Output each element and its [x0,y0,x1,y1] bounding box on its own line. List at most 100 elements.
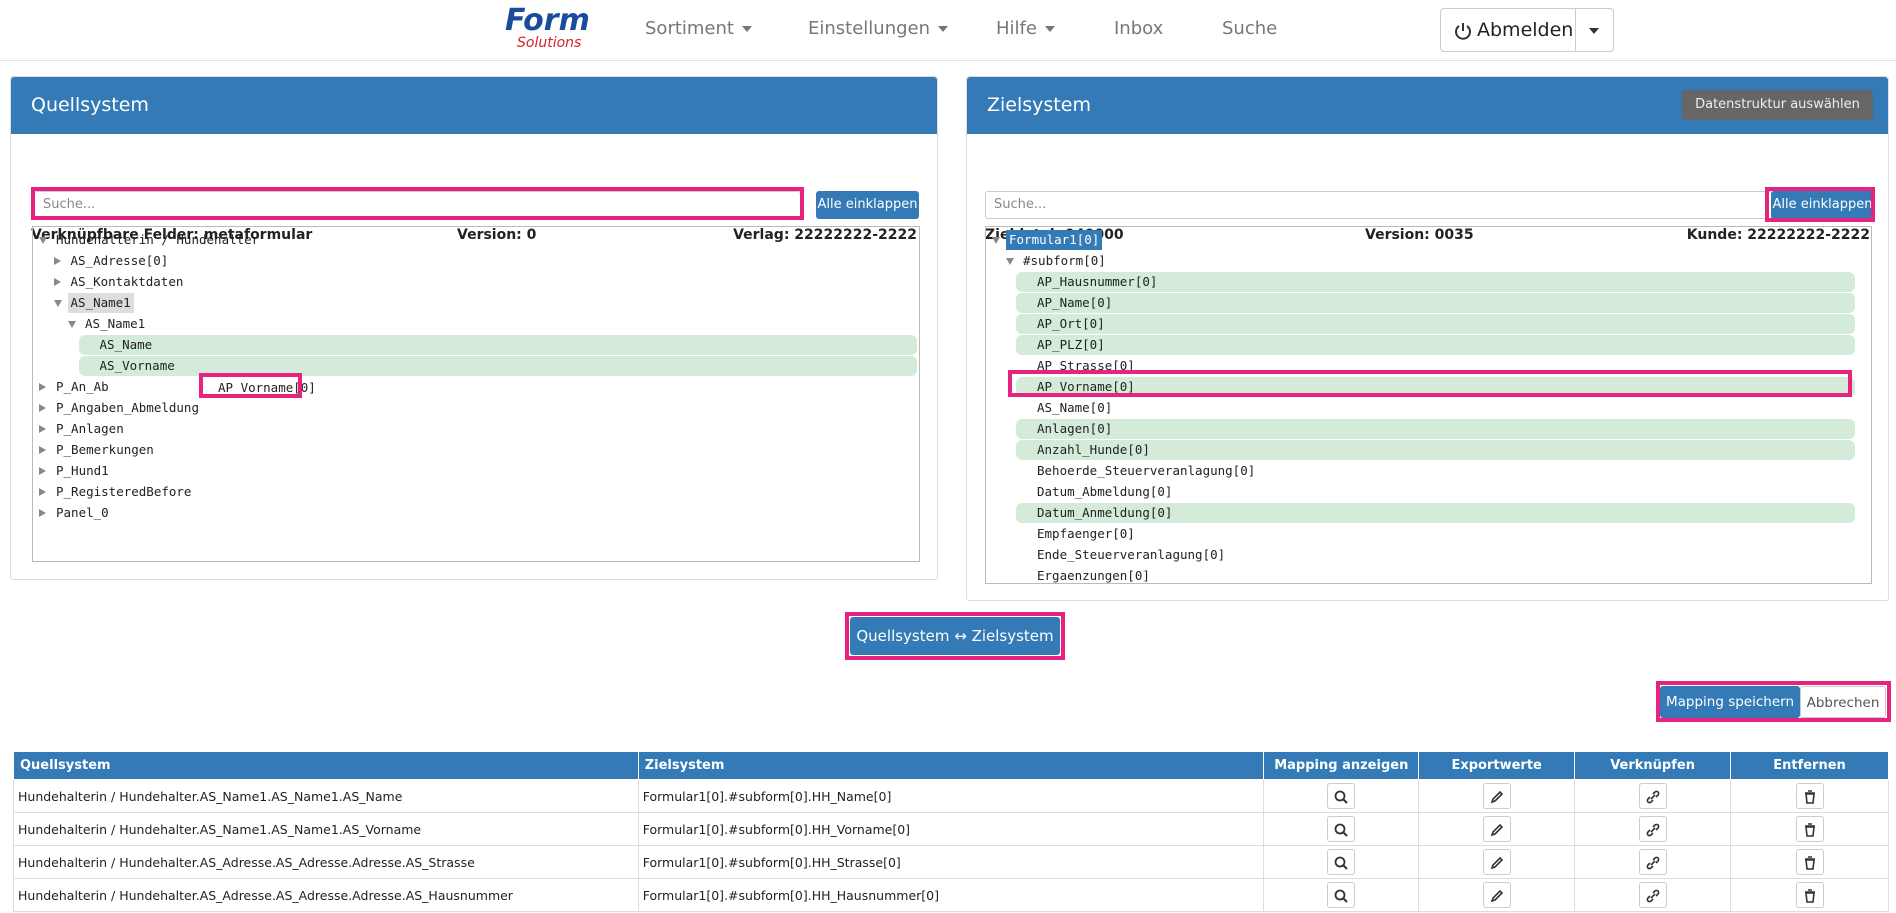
icon [1334,823,1348,837]
tree-node[interactable]: AP_Name[0] [1037,295,1113,310]
action-button[interactable] [1638,783,1667,809]
target-tree: Formular1[0] #subform[0] AP_Hausnummer[0] A… [985,226,1872,584]
tree-node[interactable]: Behoerde_Steuerveranlagung[0] [1037,463,1256,478]
logo-subtitle: Solutions [517,35,582,51]
tree-node[interactable]: Hundehalterin / Hundehalter [56,232,260,247]
expander[interactable] [53,257,61,265]
target-panel: Zielsystem Datenstruktur auswählen Zield… [966,76,1889,601]
tree-node[interactable]: P_Anlagen [56,421,124,436]
highlight-box [31,187,804,220]
expander[interactable] [53,278,61,286]
expander[interactable] [992,237,1000,244]
expander[interactable] [39,404,46,412]
tree-node[interactable]: Anlagen[0] [1037,421,1113,436]
tree-node[interactable]: AS_Name1 [67,293,134,313]
tree-node[interactable]: Formular1[0] [1006,230,1103,250]
tree-node[interactable]: AP_Ort[0] [1037,316,1105,331]
tree-node[interactable]: P_Angaben_Abmeldung [56,400,199,415]
action-button[interactable] [1327,849,1356,875]
nav-item[interactable]: Hilfe [996,18,1055,39]
action-button[interactable] [1482,783,1511,809]
expander[interactable] [1006,258,1014,265]
highlight-row [1016,272,1855,292]
nav-item[interactable]: Sortiment [645,18,752,39]
action-button[interactable] [1795,849,1824,875]
tree-node[interactable]: AS_Kontaktdaten [70,274,184,289]
caret [938,26,949,32]
cell: Hundehalterin / Hundehalter.AS_Name1.AS_… [13,812,639,846]
action-button[interactable] [1795,783,1824,809]
tree-node[interactable]: P_Hund1 [56,463,109,478]
expander[interactable] [39,425,46,433]
tree-node[interactable]: AS_Vorname [99,358,175,373]
nav-item[interactable]: Einstellungen [808,18,949,39]
info: Version: 0035 [1365,227,1474,243]
tree-node[interactable]: AP_Hausnummer[0] [1037,274,1158,289]
icon [1646,856,1659,870]
structure-button[interactable]: Datenstruktur auswählen [1682,90,1873,120]
tree-node[interactable]: Ergaenzungen[0] [1037,568,1150,583]
search-input[interactable]: Suche... [985,191,1773,219]
power-icon [1455,23,1471,40]
action-button[interactable] [1795,816,1824,842]
action-button[interactable] [1638,849,1667,875]
dropdown-toggle[interactable] [1589,28,1599,34]
highlight-row [1016,419,1855,439]
expander[interactable] [39,488,46,496]
highlight-row [1016,293,1855,313]
highlight-row [1016,377,1855,397]
tree-node[interactable]: AS_Name1 [85,316,146,331]
expander[interactable] [39,383,46,391]
cell: Formular1[0].#subform[0].HH_Strasse[0] [637,845,1265,879]
tree-node[interactable]: #subform[0] [1023,253,1106,268]
tree-node[interactable]: Anzahl_Hunde[0] [1037,442,1150,457]
action-cell [1730,812,1889,846]
nav-label: Suche [1222,18,1278,39]
tree-node[interactable]: AP_Strasse[0] [1037,358,1135,373]
action-button[interactable] [1482,816,1511,842]
tree-node[interactable]: P_An_Ab [56,379,109,394]
collapse-button[interactable]: Alle einklappen [1771,191,1874,219]
tree-node[interactable]: Datum_Anmeldung[0] [1037,505,1173,520]
highlight-row [1016,314,1855,334]
action-button[interactable] [1638,816,1667,842]
tree-node[interactable]: Ende_Steuerveranlagung[0] [1037,547,1226,562]
tree-node[interactable]: Panel_0 [56,505,109,520]
tree-node[interactable]: P_RegisteredBefore [56,484,192,499]
expander[interactable] [39,467,46,475]
nav-item[interactable]: Suche [1222,18,1277,39]
expander[interactable] [39,446,46,454]
action-button[interactable] [1795,882,1824,908]
tree-node[interactable]: AP_PLZ[0] [1037,337,1105,352]
icon [1490,889,1503,903]
action-button[interactable] [1482,882,1511,908]
tree-node[interactable]: P_Bemerkungen [56,442,154,457]
tree-node[interactable]: AS_Name [99,337,153,352]
tree-node[interactable]: Datum_Abmeldung[0] [1037,484,1173,499]
action-button[interactable] [1327,816,1356,842]
column-header: Zielsystem [637,751,1265,780]
save-button[interactable]: Mapping speichern [1660,686,1800,718]
highlight-box [845,612,1065,660]
table-row: Hundehalterin / Hundehalter.AS_Adresse.A… [13,878,1889,912]
action-button[interactable] [1327,783,1356,809]
tree-node[interactable]: Empfaenger[0] [1037,526,1135,541]
expander[interactable] [68,321,76,328]
nav-item[interactable]: Inbox [1114,18,1163,39]
tree-node[interactable]: AP_Vorname[0] [1037,379,1135,394]
action-button[interactable] [1482,849,1511,875]
cancel-button[interactable]: Abbrechen [1800,686,1886,718]
logout-button[interactable]: Abmelden [1477,19,1574,41]
action-button[interactable] [1638,882,1667,908]
tree-node[interactable]: AS_Adresse[0] [70,253,169,268]
source-tree: Hundehalterin / Hundehalter AS_Adresse[0]… [32,226,920,562]
table-body: Hundehalterin / Hundehalter.AS_Name1.AS_… [13,779,1889,912]
action-button[interactable] [1327,882,1356,908]
expander[interactable] [39,509,46,517]
collapse-button[interactable]: Alle einklappen [816,191,919,219]
expander[interactable] [53,300,62,307]
expander[interactable] [39,237,47,244]
search-input[interactable]: Suche... [34,191,801,219]
tree-node[interactable]: AS_Name[0] [1037,400,1113,415]
swap-button[interactable]: Quellsystem ↔ Zielsystem [850,617,1060,655]
